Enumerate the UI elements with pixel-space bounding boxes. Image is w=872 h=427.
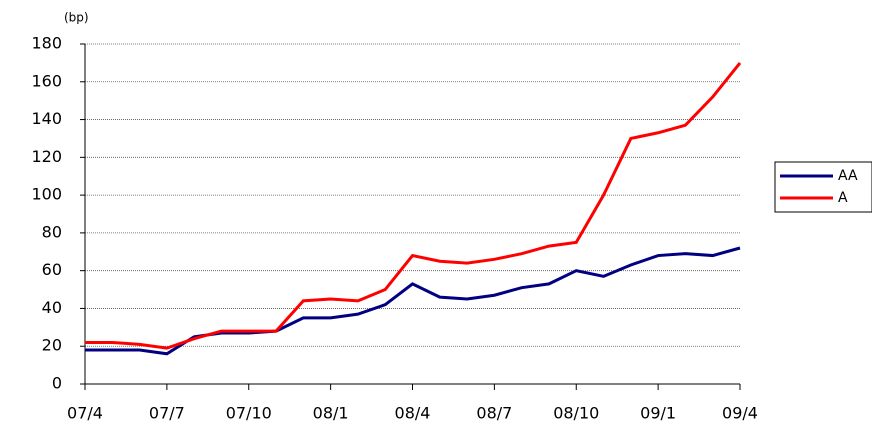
x-tick-label: 08/7 xyxy=(476,404,512,423)
legend-label: A xyxy=(838,190,848,206)
x-tick-label: 08/4 xyxy=(395,404,431,423)
y-tick-label: 80 xyxy=(42,222,62,241)
series-line xyxy=(85,61,742,350)
y-tick-label: 100 xyxy=(31,185,62,204)
y-tick-label: 140 xyxy=(31,109,62,128)
y-tick-label: 20 xyxy=(42,336,62,355)
x-tick-label: 09/1 xyxy=(640,404,676,423)
series-line xyxy=(85,246,741,356)
y-tick-label: 0 xyxy=(52,374,62,393)
x-tick-label: 09/4 xyxy=(722,404,758,423)
x-tick-label: 07/4 xyxy=(67,404,103,423)
y-unit-label: (bp) xyxy=(64,11,89,25)
legend xyxy=(774,161,872,213)
legend-label: AA xyxy=(838,168,858,184)
x-tick-label: 07/10 xyxy=(226,404,272,423)
y-tick-label: 60 xyxy=(42,260,62,279)
y-tick-label: 120 xyxy=(31,147,62,166)
y-tick-label: 180 xyxy=(31,34,62,53)
y-tick-label: 160 xyxy=(31,71,62,90)
x-tick-label: 07/7 xyxy=(149,404,185,423)
x-tick-label: 08/10 xyxy=(553,404,599,423)
y-tick-label: 40 xyxy=(42,298,62,317)
x-tick-label: 08/1 xyxy=(313,404,349,423)
